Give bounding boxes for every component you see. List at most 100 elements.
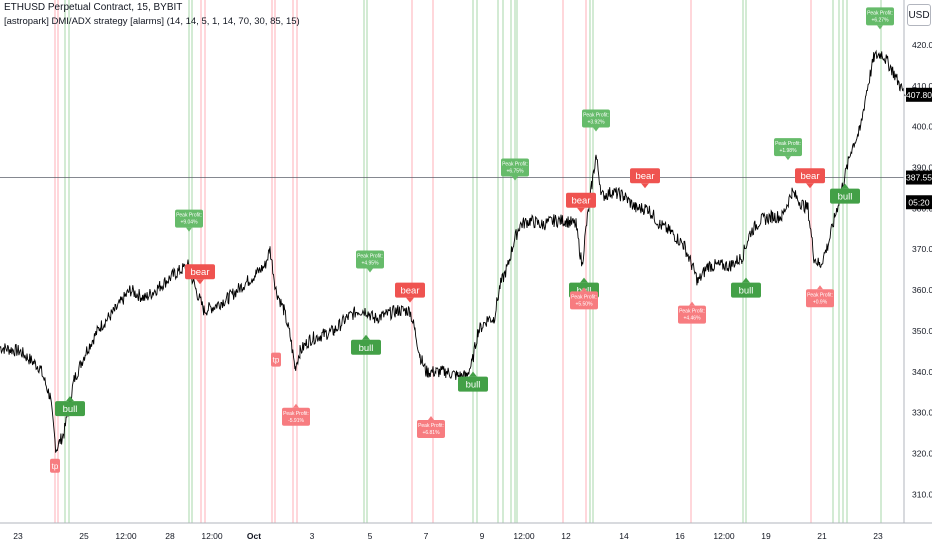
price-series [0, 49, 906, 453]
signal-text: bear [635, 171, 654, 182]
peak-pointer [877, 25, 883, 30]
time-tick-label: 7 [424, 531, 429, 541]
bull-pointer [362, 334, 370, 340]
time-tick-label: 25 [79, 531, 89, 541]
tp-box [50, 458, 60, 473]
zone-stripe [810, 0, 812, 523]
zone-stripe [502, 0, 504, 523]
signal-box [731, 282, 761, 298]
peak-text: Peak Profit: [283, 411, 309, 417]
zone-stripe [274, 0, 276, 523]
time-tick-label: 23 [873, 531, 883, 541]
time-tick-label: 12:00 [513, 531, 535, 541]
signal-box [395, 282, 425, 298]
signal-text: bear [571, 196, 590, 207]
tp-text: tp [273, 356, 280, 365]
signal-labels: bull bear bear bull bull bear bull bear bull bear… [50, 7, 894, 473]
zone-stripe [411, 0, 413, 523]
zone-stripe [838, 0, 840, 523]
price-tick-label: 420.00 [912, 40, 932, 50]
signal-text: bear [190, 267, 209, 278]
peak-profit-label: Peak Profit:+5.50% [570, 287, 598, 310]
bull-signal-label: bull [55, 396, 85, 417]
time-tick-label: Oct [247, 531, 261, 541]
bull-pointer [841, 183, 849, 189]
peak-pointer [581, 287, 587, 292]
peak-box [282, 407, 310, 426]
zone-stripe [204, 0, 206, 523]
peak-profit-label: Peak Profit:+1.98% [774, 138, 802, 161]
peak-box [417, 420, 445, 439]
bear-signal-label: bear [185, 264, 215, 285]
peak-pointer [512, 176, 518, 181]
peak-profit-label: Peak Profit:-5.91% [282, 403, 310, 426]
price-tick-label: 340.00 [912, 367, 932, 377]
peak-box [806, 289, 834, 308]
zone-stripe [68, 0, 70, 523]
zone-stripe [432, 0, 434, 523]
peak-pointer [689, 301, 695, 306]
time-tick-label: 12:00 [201, 531, 223, 541]
peak-pointer [785, 156, 791, 161]
peak-pointer [428, 416, 434, 421]
zone-stripe [880, 0, 882, 523]
signal-box [55, 401, 85, 417]
peak-profit-label: Peak Profit:+6.81% [417, 416, 445, 439]
zone-stripe [200, 0, 202, 523]
peak-text: Peak Profit: [418, 423, 444, 429]
peak-profit-label: Peak Profit:+3.92% [582, 109, 610, 132]
peak-box [678, 305, 706, 324]
signal-box [185, 264, 215, 280]
signal-text: bull [466, 380, 481, 391]
bull-pointer [580, 277, 588, 283]
time-tick-label: 9 [480, 531, 485, 541]
peak-profit-label: Peak Profit:+4.95% [356, 250, 384, 273]
bear-pointer [641, 183, 649, 189]
price-tick-label: 400.00 [912, 122, 932, 132]
peak-text: +6.75% [506, 169, 524, 175]
zone-stripe [292, 0, 294, 523]
bear-signal-label: bear [795, 168, 825, 189]
zone-stripe [54, 0, 56, 523]
signal-box [458, 376, 488, 392]
time-tick-label: 5 [368, 531, 373, 541]
time-tick-label: 12:00 [115, 531, 137, 541]
price-tag: 05:20 [906, 195, 932, 210]
zone-stripe [842, 0, 844, 523]
price-tag-text: 387.55 [906, 173, 932, 183]
bear-pointer [196, 279, 204, 285]
peak-box [866, 7, 894, 26]
zone-stripe [562, 0, 564, 523]
peak-text: +6.81% [422, 430, 440, 436]
signal-text: bull [739, 286, 754, 297]
tp-text: tp [52, 462, 59, 471]
time-tick-label: 19 [761, 531, 771, 541]
zone-stripe [585, 0, 587, 523]
signal-text: bull [838, 192, 853, 203]
zone-stripe [296, 0, 298, 523]
signal-text: bear [800, 171, 819, 182]
peak-text: Peak Profit: [775, 141, 801, 147]
peak-text: Peak Profit: [583, 112, 609, 118]
chart-title: ETHUSD Perpetual Contract, 15, BYBIT [4, 2, 183, 13]
peak-box [175, 209, 203, 228]
bear-pointer [577, 207, 585, 213]
price-tick-label: 320.00 [912, 449, 932, 459]
peak-text: +3.92% [587, 119, 605, 125]
zone-stripe [832, 0, 834, 523]
peak-profit-label: Peak Profit:+4.46% [678, 301, 706, 324]
peak-text: Peak Profit: [502, 162, 528, 168]
zone-stripe [510, 0, 512, 523]
peak-profit-label: Peak Profit:+6.27% [866, 7, 894, 30]
peak-text: Peak Profit: [357, 253, 383, 259]
price-tag: 387.55 [906, 170, 932, 185]
peak-text: Peak Profit: [679, 309, 705, 315]
signal-zones [54, 0, 882, 523]
zone-stripe [64, 0, 66, 523]
bear-pointer [806, 183, 814, 189]
currency-button[interactable]: USD [907, 4, 931, 26]
indicator-title: [astropark] DMI/ADX strategy [alarms] (1… [4, 16, 300, 27]
zone-stripe [514, 0, 516, 523]
signal-box [566, 192, 596, 208]
